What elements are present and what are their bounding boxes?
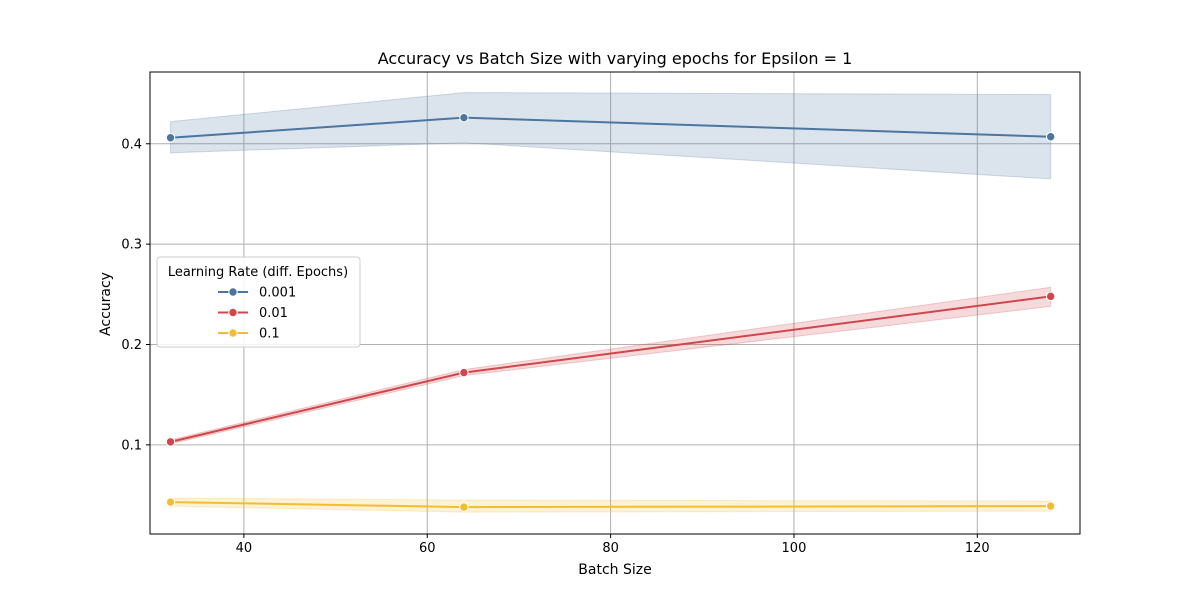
point-series-1-2 [1045,291,1056,302]
x-tick-label-80: 80 [602,541,619,556]
point-series-1-1 [459,367,469,378]
plot-frame [149,71,1081,535]
legend-marker-1 [228,307,238,318]
point-series-2-2 [1045,501,1056,511]
legend-title: Learning Rate (diff. Epochs) [168,265,348,280]
point-series-0-0 [165,133,176,143]
legend-marker-2 [228,328,238,338]
chart-title: Accuracy vs Batch Size with varying epoc… [378,49,853,68]
y-tick-label-0.2: 0.2 [121,338,142,353]
legend: Learning Rate (diff. Epochs) 0.001 0.01 0.1 [156,256,361,348]
x-tick-label-40: 40 [236,541,253,556]
confidence-bands [170,92,1052,513]
point-series-2-0 [165,497,176,507]
point-series-2-1 [459,502,469,512]
legend-label-0: 0.001 [259,286,296,301]
x-tick-label-100: 100 [782,541,807,556]
legend-label-1: 0.01 [259,306,288,321]
y-tick-label-0.4: 0.4 [121,137,142,152]
y-tick-label-0.3: 0.3 [121,238,142,253]
grid [150,72,1080,534]
legend-label-2: 0.1 [259,327,280,342]
legend-box [156,256,361,348]
x-tick-label-120: 120 [965,541,990,556]
series-points [165,112,1056,512]
point-series-0-1 [459,112,469,123]
axis-ticks: 40 60 80 100 120 0.1 0.2 0.3 0.4 [121,137,989,556]
legend-marker-0 [228,287,238,297]
band-series-0 [170,92,1052,180]
x-axis-label: Batch Size [578,562,651,578]
y-axis-label: Accuracy [98,272,114,336]
point-series-1-0 [165,437,176,447]
y-tick-label-0.1: 0.1 [121,438,142,453]
x-tick-label-60: 60 [419,541,436,556]
point-series-0-2 [1045,132,1056,142]
